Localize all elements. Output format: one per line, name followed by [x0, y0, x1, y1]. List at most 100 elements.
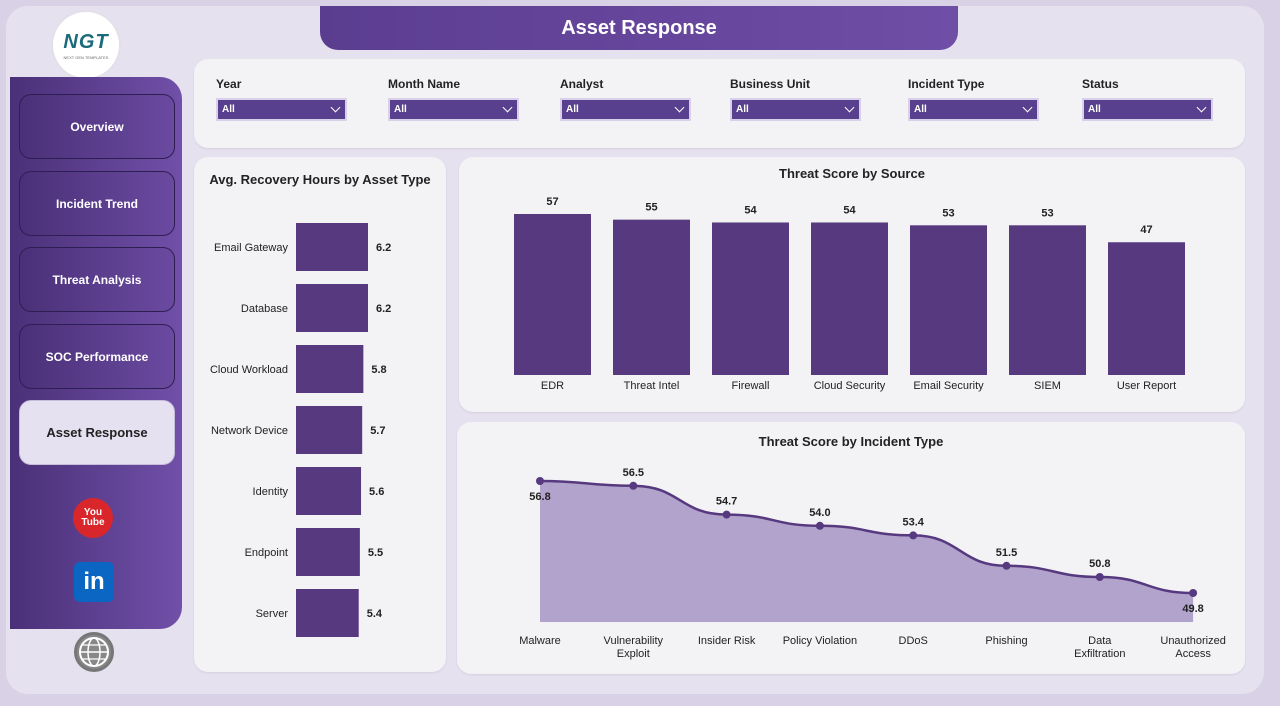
data-label: 51.5 [996, 547, 1017, 559]
chevron-down-icon [502, 102, 513, 113]
recovery-hours-chart: Email Gateway 6.2 Database 6.2 Cloud Workloa… [210, 223, 391, 637]
category-label: Firewall [732, 380, 770, 392]
data-point[interactable] [1189, 589, 1198, 597]
category-label: Cloud Workload [210, 364, 288, 376]
bar[interactable] [1108, 242, 1185, 375]
category-label: Identity [253, 486, 289, 498]
bar[interactable] [1009, 225, 1086, 375]
bar[interactable] [296, 589, 359, 637]
data-label: 53 [1041, 207, 1053, 219]
data-point[interactable] [722, 510, 731, 519]
filter-analyst: Analyst All [560, 77, 691, 121]
nav-soc-performance-button[interactable]: SOC Performance [19, 324, 175, 389]
globe-icon[interactable] [74, 632, 114, 672]
bar[interactable] [296, 284, 368, 332]
category-label: Access [1175, 648, 1211, 660]
filter-label: Business Unit [730, 77, 811, 91]
dropdown-value: All [1088, 104, 1101, 115]
chevron-down-icon [1022, 102, 1033, 113]
data-point[interactable] [1002, 561, 1011, 570]
filter-panel: Year All Month Name All Analyst All Busi… [194, 59, 1245, 148]
category-label: Unauthorized [1160, 635, 1225, 647]
series-line [539, 479, 1194, 595]
page-title: Asset Response [320, 6, 958, 50]
filter-label: Status [1082, 77, 1119, 91]
data-point[interactable] [1095, 573, 1104, 581]
bar[interactable] [296, 467, 362, 515]
analyst-dropdown[interactable]: All [560, 98, 691, 121]
bar[interactable] [910, 225, 987, 375]
dropdown-value: All [222, 104, 235, 115]
data-point[interactable] [536, 477, 544, 485]
linkedin-icon[interactable]: in [74, 562, 114, 602]
bar[interactable] [811, 222, 888, 375]
threat-score-incident-chart-panel: Threat Score by Incident Type 56.8 Malwar… [457, 422, 1245, 674]
bar[interactable] [296, 406, 363, 454]
recovery-hours-chart-panel: Avg. Recovery Hours by Asset Type Email … [194, 157, 446, 672]
data-label: 53 [942, 207, 954, 219]
category-label: Vulnerability [604, 635, 664, 647]
nav-incident-trend-button[interactable]: Incident Trend [19, 171, 175, 236]
data-label: 47 [1140, 224, 1152, 236]
chevron-down-icon [330, 102, 341, 113]
filter-status: Status All [1082, 77, 1213, 121]
data-label: 55 [645, 202, 657, 214]
chart-title: Threat Score by Source [779, 166, 925, 181]
bar[interactable] [296, 528, 360, 576]
data-label: 57 [546, 196, 558, 208]
category-label: User Report [1117, 380, 1176, 392]
chevron-down-icon [844, 102, 855, 113]
filter-month-name: Month Name All [388, 77, 519, 121]
category-label: Cloud Security [814, 380, 886, 392]
data-label: 54.7 [716, 496, 737, 508]
status-dropdown[interactable]: All [1082, 98, 1213, 121]
bar[interactable] [514, 214, 591, 375]
incident-type-dropdown[interactable]: All [908, 98, 1039, 121]
ngt-logo[interactable]: NGT NEXT GEN TEMPLATES [53, 12, 119, 78]
dropdown-value: All [914, 104, 927, 115]
threat-score-source-chart-panel: Threat Score by Source 57 EDR 55 Threat Int… [459, 157, 1245, 412]
category-label: Insider Risk [698, 635, 756, 647]
category-label: SIEM [1034, 380, 1061, 392]
month-name-dropdown[interactable]: All [388, 98, 519, 121]
data-point[interactable] [909, 531, 918, 540]
data-label: 6.2 [376, 242, 391, 254]
category-label: Phishing [985, 635, 1027, 647]
threat-score-source-chart: 57 EDR 55 Threat Intel 54 Firewall 54 Cloud Sec… [514, 196, 1185, 392]
filter-incident-type: Incident Type All [908, 77, 1039, 121]
data-label: 56.5 [623, 467, 644, 479]
data-label: 54 [843, 204, 856, 216]
category-label: Data [1088, 635, 1112, 647]
logo-subtext: NEXT GEN TEMPLATES [63, 54, 109, 60]
dropdown-value: All [394, 104, 407, 115]
bar[interactable] [613, 219, 690, 375]
nav-overview-button[interactable]: Overview [19, 94, 175, 159]
bar[interactable] [712, 222, 789, 375]
category-label: Database [241, 303, 288, 315]
year-dropdown[interactable]: All [216, 98, 347, 121]
category-label: EDR [541, 380, 564, 392]
bar[interactable] [296, 223, 368, 271]
business-unit-dropdown[interactable]: All [730, 98, 861, 121]
filter-label: Incident Type [908, 77, 985, 91]
youtube-icon-line1: You [83, 507, 103, 518]
nav-threat-analysis-button[interactable]: Threat Analysis [19, 247, 175, 312]
data-point[interactable] [629, 481, 638, 490]
bar[interactable] [296, 345, 364, 393]
category-label: Malware [519, 635, 561, 647]
youtube-icon-line2: Tube [81, 517, 105, 528]
data-point[interactable] [815, 521, 824, 530]
data-label: 5.4 [367, 608, 383, 620]
data-label: 6.2 [376, 303, 391, 315]
category-label: DDoS [899, 635, 928, 647]
category-label: Endpoint [245, 547, 288, 559]
globe-icon-graphic [79, 637, 109, 667]
nav-asset-response-button[interactable]: Asset Response [19, 400, 175, 465]
data-label: 54.0 [809, 507, 830, 519]
data-label: 5.8 [371, 364, 386, 376]
chevron-down-icon [1196, 102, 1207, 113]
category-label: Policy Violation [783, 635, 857, 647]
category-label: Network Device [211, 425, 288, 437]
youtube-icon[interactable]: You Tube [73, 498, 113, 538]
